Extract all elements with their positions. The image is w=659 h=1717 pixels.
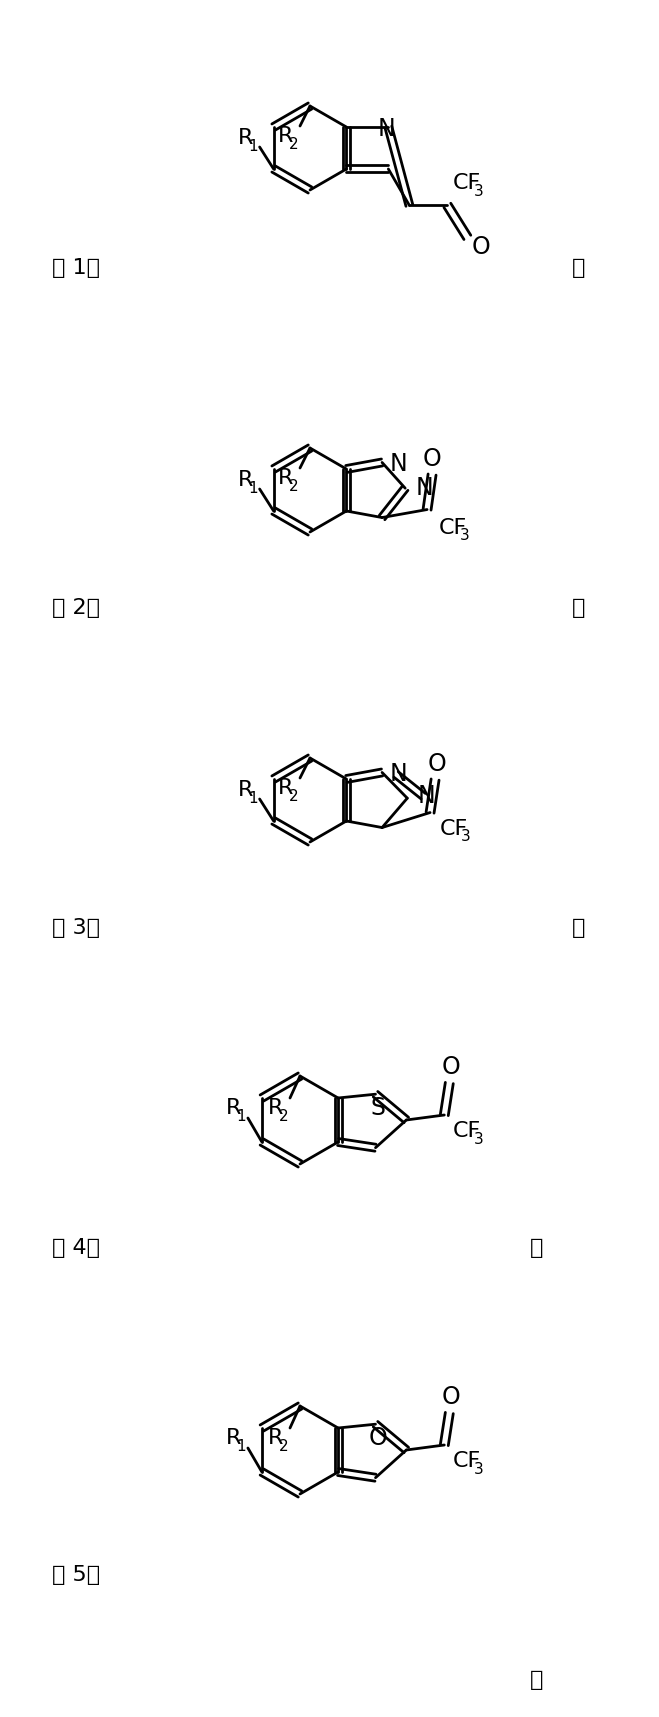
- Text: 3: 3: [474, 184, 483, 199]
- Text: O: O: [472, 235, 491, 259]
- Text: 式 4：: 式 4：: [52, 1238, 100, 1259]
- Text: O: O: [368, 1427, 387, 1451]
- Text: CF: CF: [452, 1451, 480, 1471]
- Text: CF: CF: [439, 517, 467, 537]
- Text: 2: 2: [289, 137, 299, 151]
- Text: 式 1：: 式 1：: [52, 258, 100, 278]
- Text: N: N: [415, 476, 433, 500]
- Text: 2: 2: [279, 1439, 289, 1454]
- Text: 3: 3: [460, 529, 470, 543]
- Text: S: S: [370, 1095, 385, 1119]
- Text: 3: 3: [461, 829, 471, 845]
- Text: R: R: [226, 1429, 241, 1447]
- Text: 2: 2: [289, 479, 299, 494]
- Text: CF: CF: [452, 1121, 480, 1142]
- Text: ；: ；: [530, 1671, 544, 1690]
- Text: 1: 1: [237, 1439, 246, 1454]
- Text: N: N: [417, 785, 435, 809]
- Text: 2: 2: [289, 788, 299, 804]
- Text: R: R: [238, 129, 253, 148]
- Text: N: N: [390, 762, 408, 786]
- Text: 1: 1: [248, 139, 258, 155]
- Text: 、: 、: [572, 919, 585, 937]
- Text: O: O: [422, 446, 442, 470]
- Text: R: R: [268, 1097, 283, 1118]
- Text: 、: 、: [572, 258, 585, 278]
- Text: R: R: [278, 469, 293, 488]
- Text: 1: 1: [248, 481, 258, 496]
- Text: O: O: [442, 1054, 461, 1078]
- Text: CF: CF: [452, 173, 480, 194]
- Text: 式 5：: 式 5：: [52, 1564, 100, 1585]
- Text: CF: CF: [440, 819, 469, 838]
- Text: R: R: [238, 780, 253, 800]
- Text: 、: 、: [572, 598, 585, 618]
- Text: 式 3：: 式 3：: [52, 919, 100, 937]
- Text: R: R: [268, 1429, 283, 1447]
- Text: R: R: [238, 470, 253, 489]
- Text: R: R: [278, 125, 293, 146]
- Text: 3: 3: [473, 1132, 483, 1147]
- Text: R: R: [226, 1097, 241, 1118]
- Text: N: N: [390, 453, 408, 476]
- Text: 或: 或: [530, 1238, 544, 1259]
- Text: 式 2：: 式 2：: [52, 598, 100, 618]
- Text: O: O: [428, 752, 446, 776]
- Text: 1: 1: [248, 792, 258, 805]
- Text: O: O: [442, 1386, 461, 1410]
- Text: R: R: [278, 778, 293, 798]
- Text: 3: 3: [473, 1461, 483, 1477]
- Text: 2: 2: [279, 1109, 289, 1125]
- Text: N: N: [378, 117, 395, 141]
- Text: 1: 1: [237, 1109, 246, 1125]
